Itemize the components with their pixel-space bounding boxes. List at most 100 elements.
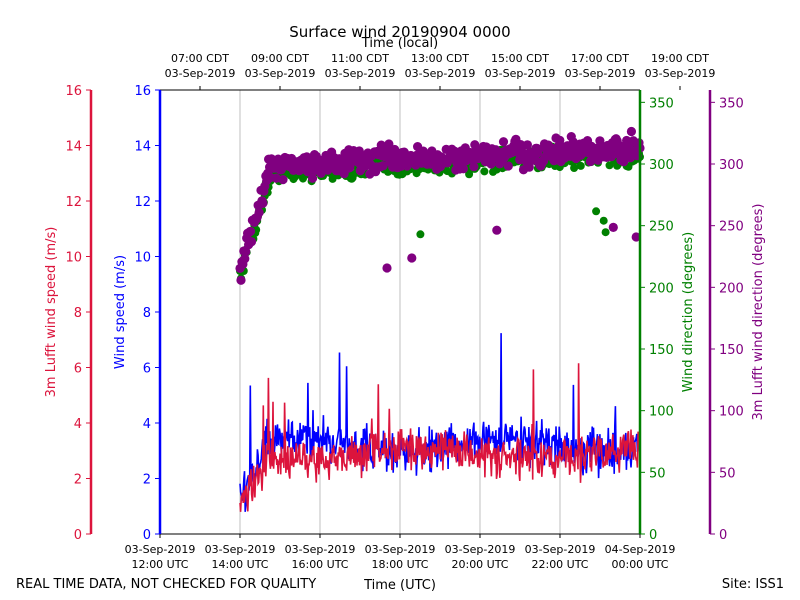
bottom-x-tick-date: 03-Sep-2019 (125, 543, 196, 556)
direction-point (576, 161, 585, 170)
axis-tick-label: 250 (719, 220, 744, 235)
axis-tick-label: 150 (719, 343, 744, 358)
axis-tick-label: 0 (143, 528, 151, 543)
direction-point (384, 139, 394, 149)
top-x-tick-time: 19:00 CDT (651, 52, 709, 65)
direction-point (480, 167, 489, 176)
axis-tick-label: 4 (143, 417, 151, 432)
direction-point (492, 225, 502, 235)
series-layer (235, 126, 645, 512)
axis-tick-label: 12 (134, 195, 151, 210)
axis-tick-label: 2 (143, 473, 151, 488)
direction-point (278, 175, 288, 185)
direction-point (258, 198, 268, 208)
axis-lufft-dir: 0 50 100 150 200 250 300 350 3m Lufft wind direc… (708, 90, 766, 543)
series-3m-lufft-wind-speed (239, 363, 641, 512)
direction-point (592, 207, 601, 216)
direction-point (503, 161, 513, 171)
direction-point (416, 230, 425, 239)
top-x-tick-time: 11:00 CDT (331, 52, 389, 65)
top-x-tick-date: 03-Sep-2019 (245, 67, 316, 80)
direction-point (608, 222, 618, 232)
bottom-x-tick-time: 18:00 UTC (371, 558, 428, 571)
axis-tick-label: 12 (65, 195, 82, 210)
axis-tick-label: 16 (65, 84, 82, 99)
axis-tick-label: 300 (719, 158, 744, 173)
axis-label: Wind speed (m/s) (113, 255, 128, 369)
axis-tick-label: 14 (134, 140, 151, 155)
axes-layer: 0 2 4 6 8 10 12 14 16 3m Lufft wind speed (m/s) 0 2… (44, 84, 766, 543)
axis-wind-dir: 0 50 100 150 200 250 300 350 Wind direction (deg… (638, 90, 696, 543)
axis-label: 3m Lufft wind direction (degrees) (751, 204, 766, 421)
axis-tick-label: 6 (143, 362, 151, 377)
axis-tick-label: 200 (719, 281, 744, 296)
axis-tick-label: 50 (719, 466, 736, 481)
axis-tick-label: 350 (649, 96, 674, 111)
top-x-tick-date: 03-Sep-2019 (405, 67, 476, 80)
direction-point (254, 207, 264, 218)
axis-tick-label: 350 (719, 96, 744, 111)
bottom-x-tick-date: 04-Sep-2019 (605, 543, 676, 556)
ticks-layer: 07:00 CDT 03-Sep-2019 09:00 CDT 03-Sep-2019… (125, 52, 716, 571)
bottom-x-tick-time: 16:00 UTC (291, 558, 348, 571)
bottom-x-tick-time: 20:00 UTC (451, 558, 508, 571)
axis-tick-label: 16 (134, 84, 151, 99)
site-label: Site: ISS1 (722, 577, 784, 592)
top-x-tick-time: 13:00 CDT (411, 52, 469, 65)
bottom-x-tick-date: 03-Sep-2019 (285, 543, 356, 556)
direction-point (240, 254, 250, 264)
bottom-x-tick-time: 14:00 UTC (211, 558, 268, 571)
axis-tick-label: 50 (649, 466, 666, 481)
direction-point (595, 136, 605, 146)
axis-tick-label: 100 (649, 405, 674, 420)
bottom-x-tick-date: 03-Sep-2019 (205, 543, 276, 556)
top-x-tick-time: 15:00 CDT (491, 52, 549, 65)
axis-tick-label: 0 (649, 528, 657, 543)
axis-label: Wind direction (degrees) (681, 232, 696, 392)
axis-tick-label: 100 (719, 405, 744, 420)
x-bottom-axis-label: Time (UTC) (363, 578, 436, 593)
direction-point (378, 161, 388, 171)
direction-point (241, 247, 251, 257)
axis-tick-label: 8 (74, 306, 82, 321)
top-x-tick-date: 03-Sep-2019 (485, 67, 556, 80)
direction-point (534, 144, 544, 154)
axis-wind-speed: 0 2 4 6 8 10 12 14 16 Wind speed (m/s) (113, 84, 162, 543)
direction-point (465, 170, 474, 179)
direction-point (407, 253, 417, 263)
bottom-x-tick-time: 12:00 UTC (131, 558, 188, 571)
bottom-x-tick-date: 03-Sep-2019 (365, 543, 436, 556)
axis-tick-label: 0 (719, 528, 727, 543)
top-x-tick-date: 03-Sep-2019 (565, 67, 636, 80)
direction-point (498, 137, 509, 147)
top-x-tick-time: 17:00 CDT (571, 52, 629, 65)
axis-tick-label: 250 (649, 220, 674, 235)
axis-tick-label: 8 (143, 306, 151, 321)
direction-point (599, 216, 608, 225)
direction-point (246, 237, 257, 247)
direction-point (524, 162, 534, 172)
series-3m-lufft-wind-direction (235, 126, 645, 285)
direction-point (236, 275, 246, 285)
direction-point (601, 228, 610, 237)
direction-point (570, 164, 579, 172)
top-x-tick-date: 03-Sep-2019 (645, 67, 716, 80)
direction-point (382, 263, 392, 273)
axis-label: 3m Lufft wind speed (m/s) (44, 227, 59, 398)
axis-tick-label: 0 (74, 528, 82, 543)
direction-point (626, 126, 637, 137)
x-top-axis-label: Time (local) (361, 36, 438, 51)
axis-tick-label: 10 (65, 251, 82, 266)
direction-point (522, 140, 533, 150)
axis-tick-label: 300 (649, 158, 674, 173)
axis-tick-label: 14 (65, 140, 82, 155)
direction-point (245, 226, 256, 236)
quality-note: REAL TIME DATA, NOT CHECKED FOR QUALITY (16, 577, 316, 592)
axis-tick-label: 150 (649, 343, 674, 358)
axis-tick-label: 200 (649, 281, 674, 296)
chart-title: Surface wind 20190904 0000 (289, 23, 510, 41)
axis-tick-label: 10 (134, 251, 151, 266)
direction-point (458, 164, 468, 174)
direction-point (469, 162, 479, 172)
top-x-tick-date: 03-Sep-2019 (325, 67, 396, 80)
